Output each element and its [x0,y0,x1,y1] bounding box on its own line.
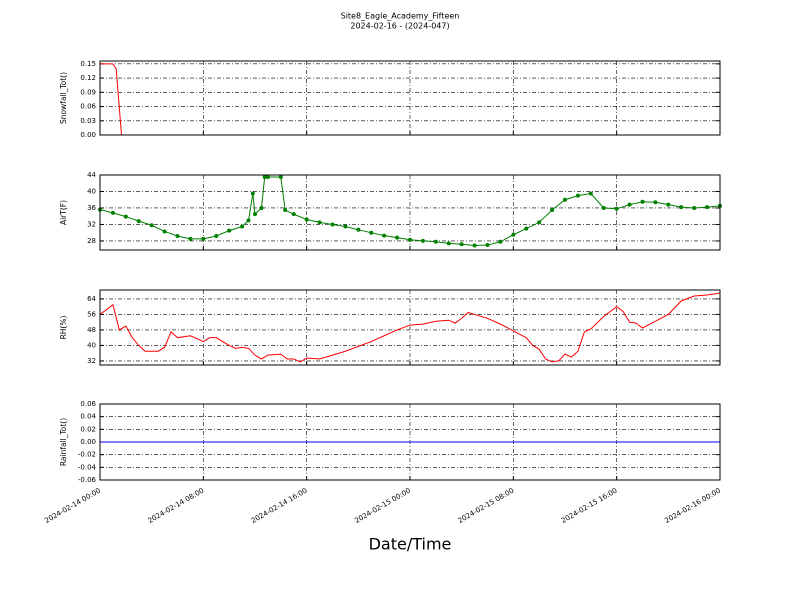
y-tick-label: 0.04 [80,413,96,421]
y-tick-label: -0.02 [78,451,96,459]
y-tick-label: -0.06 [78,476,97,484]
data-point [175,233,180,238]
x-tick-label: 2024-02-14 08:00 [147,487,206,525]
y-axis-label: Snowfall_Tot() [59,72,68,124]
data-point [472,243,477,248]
data-point [110,210,115,215]
y-tick-label: 0.06 [80,400,96,408]
data-point [317,220,322,225]
data-point [265,175,270,180]
data-point [614,206,619,211]
data-point [149,223,154,228]
y-tick-label: 0.09 [80,88,96,96]
y-tick-label: 40 [87,341,96,349]
y-tick-label: 64 [87,295,96,303]
plot-frame [99,60,721,136]
data-point [575,193,580,198]
x-tick-label: 2024-02-15 08:00 [457,487,516,525]
y-tick-label: 0.02 [80,425,96,433]
x-tick-label: 2024-02-14 16:00 [250,487,309,525]
data-point [246,218,251,223]
y-tick-label: 32 [87,220,96,228]
y-tick-label: 32 [87,357,96,365]
data-point [291,212,296,217]
data-point [395,235,400,240]
data-point [188,236,193,241]
data-point [420,238,425,243]
data-point [123,214,128,219]
data-point [550,208,555,213]
data-point [330,222,335,227]
data-point [162,229,167,234]
plot-frame [99,289,721,366]
data-point [250,191,255,196]
data-point [369,230,374,235]
data-point [214,233,219,238]
x-tick-label: 2024-02-15 00:00 [353,487,412,525]
data-point [653,200,658,205]
plot-frame [99,174,721,251]
data-point [459,242,464,247]
data-point [408,237,412,242]
chart-subtitle: 2024-02-16 - (2024-047) [350,22,449,31]
data-point [356,227,361,232]
y-tick-label: 48 [87,326,96,334]
y-tick-label: 0.06 [80,103,96,111]
y-tick-label: 0.03 [80,117,96,125]
y-tick-label: 0.00 [80,438,96,446]
data-point [524,226,529,231]
data-point [253,212,257,217]
chart-title: Site8_Eagle_Academy_Fifteen [341,12,460,21]
y-axis-label: Rainfall_Tot() [59,418,68,466]
data-point [259,205,264,210]
data-point [278,175,283,180]
y-tick-label: 56 [87,310,96,318]
x-tick-label: 2024-02-16 00:00 [663,487,722,525]
data-line [99,292,721,363]
data-point [262,175,267,180]
data-point [485,243,490,248]
data-point [498,239,503,244]
data-point [627,202,632,207]
data-point [240,224,245,229]
x-axis-label: Date/Time [369,535,452,554]
data-point [227,228,232,233]
data-point [705,205,710,210]
data-point [601,205,606,210]
y-tick-label: 40 [87,187,96,195]
data-point [304,217,309,222]
y-axis-label: RH(%) [59,316,68,340]
y-tick-label: 0.00 [80,131,96,139]
data-point [563,197,567,202]
data-point [136,219,141,224]
data-point [201,236,206,241]
y-tick-label: 0.15 [80,60,96,68]
y-axis-label: AirT(F) [59,200,68,225]
y-tick-label: 28 [87,237,96,245]
data-point [537,220,542,225]
y-tick-label: 0.12 [80,74,96,82]
data-point [666,202,671,207]
plot-frame [99,403,721,481]
data-point [692,205,697,210]
data-point [588,191,593,196]
y-tick-label: 44 [87,171,96,179]
y-tick-label: 36 [87,204,96,212]
data-point [446,241,451,246]
data-point [679,205,684,210]
data-point [511,232,516,237]
data-point [640,199,645,204]
y-tick-label: -0.04 [78,463,97,471]
data-point [433,239,438,244]
data-point [382,233,387,238]
data-point [343,224,348,229]
data-line [99,176,721,246]
data-point [283,208,288,213]
x-tick-label: 2024-02-14 00:00 [43,487,102,525]
x-tick-label: 2024-02-15 16:00 [560,487,619,525]
